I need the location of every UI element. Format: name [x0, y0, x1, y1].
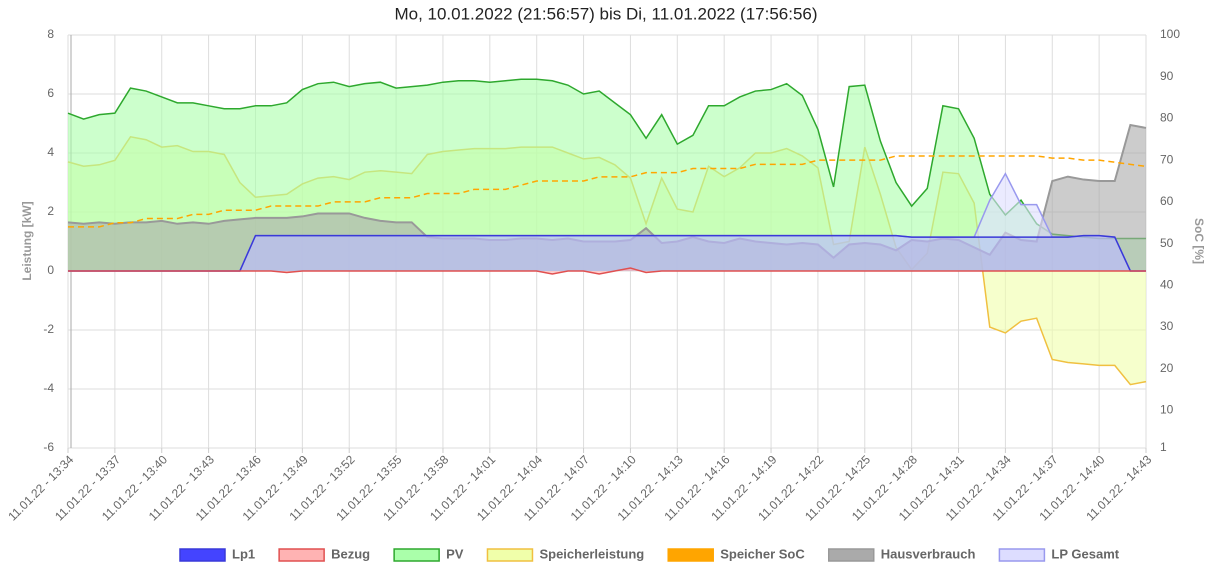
y-tick-label: 4 — [47, 145, 54, 159]
y-axis-label: Leistung [kW] — [20, 201, 34, 280]
y2-tick-label: 40 — [1160, 277, 1174, 291]
legend-label: Hausverbrauch — [881, 546, 976, 561]
series-line — [68, 234, 1146, 272]
y2-tick-label: 90 — [1160, 69, 1174, 83]
legend-swatch — [998, 548, 1046, 562]
legend-item: LP Gesamt — [998, 546, 1120, 562]
y-tick-label: 6 — [47, 86, 54, 100]
series-line — [68, 267, 1146, 275]
series-area — [68, 235, 1146, 271]
series-area — [68, 124, 1146, 271]
y2-axis-label: SoC [%] — [1192, 218, 1206, 264]
legend-label: Bezug — [331, 546, 370, 561]
y2-tick-label: 30 — [1160, 319, 1174, 333]
y2-tick-label: 1 — [1160, 440, 1167, 454]
y-tick-label: -4 — [43, 381, 54, 395]
legend-item: Bezug — [278, 546, 370, 562]
y2-tick-label: 80 — [1160, 111, 1174, 125]
legend-item: PV — [393, 546, 464, 562]
legend-item: Speicherleistung — [486, 546, 644, 562]
legend-swatch — [667, 548, 714, 562]
legend-label: Speicher SoC — [720, 546, 805, 561]
legend-swatch — [393, 548, 440, 562]
legend-swatch — [278, 548, 325, 562]
y-tick-label: -2 — [43, 322, 54, 336]
legend-label: Speicherleistung — [539, 546, 644, 561]
y-tick-label: 8 — [47, 27, 54, 41]
legend-label: Lp1 — [232, 546, 255, 561]
legend-label: PV — [446, 546, 464, 561]
y-tick-label: 0 — [47, 263, 54, 277]
series-line — [68, 155, 1147, 228]
y2-tick-label: 20 — [1160, 361, 1174, 375]
series-area — [68, 173, 1146, 271]
chart-title: Mo, 10.01.2022 (21:56:57) bis Di, 11.01.… — [394, 4, 817, 23]
y2-tick-label: 10 — [1160, 403, 1174, 417]
y2-tick-label: 50 — [1160, 236, 1174, 250]
legend-label: LP Gesamt — [1051, 546, 1119, 561]
series-area — [68, 268, 1146, 274]
y2-tick-label: 70 — [1160, 152, 1174, 166]
y2-tick-label: 100 — [1160, 27, 1180, 41]
legend-item: Lp1 — [179, 546, 255, 562]
series-line — [67, 78, 1146, 240]
legend-swatch — [486, 548, 534, 562]
y2-tick-label: 60 — [1160, 194, 1174, 208]
y-tick-label: 2 — [47, 204, 54, 218]
legend-item: Hausverbrauch — [828, 546, 976, 562]
y-tick-label: -6 — [43, 440, 54, 454]
legend-item: Speicher SoC — [667, 546, 805, 562]
legend-swatch — [179, 548, 226, 562]
legend-swatch — [828, 548, 875, 562]
